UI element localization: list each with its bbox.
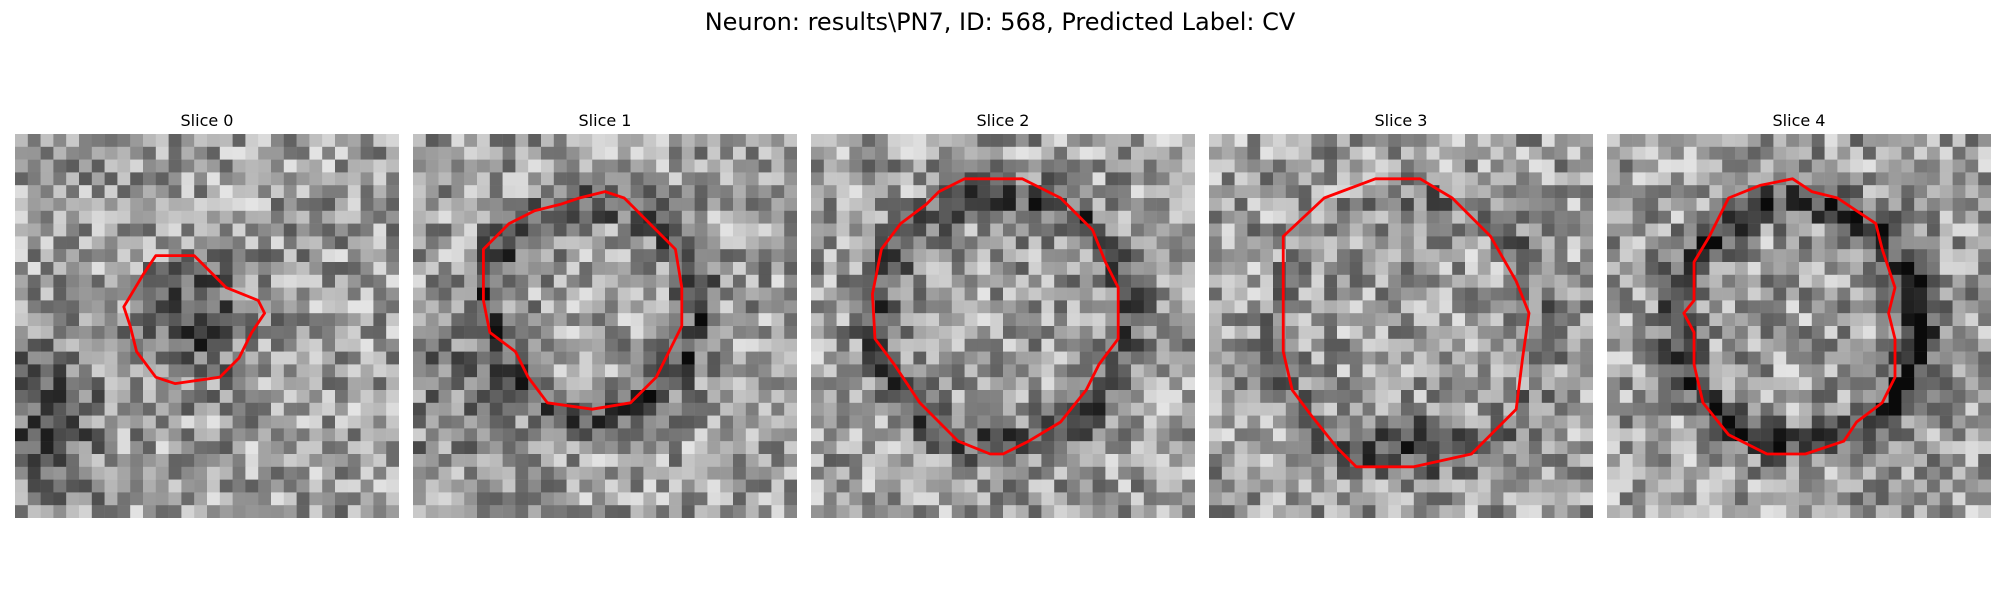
neuron-contour xyxy=(871,177,1120,456)
slice-pixels xyxy=(413,134,797,518)
slice-title: Slice 2 xyxy=(976,111,1030,130)
slice-title: Slice 0 xyxy=(180,111,234,130)
slice-panel-1: Slice 1 xyxy=(413,108,797,518)
slice-image xyxy=(413,134,797,518)
slice-panel-4: Slice 4 xyxy=(1607,108,1991,518)
slice-panel-3: Slice 3 xyxy=(1209,108,1593,518)
neuron-contour xyxy=(481,190,684,411)
slice-image xyxy=(811,134,1195,518)
slice-pixels xyxy=(1209,134,1593,518)
slice-pixels xyxy=(811,134,1195,518)
slice-panel-2: Slice 2 xyxy=(811,108,1195,518)
slice-title: Slice 3 xyxy=(1374,111,1428,130)
slice-title: Slice 4 xyxy=(1772,111,1826,130)
slice-image xyxy=(1607,134,1991,518)
slice-pixels xyxy=(15,134,399,518)
neuron-contour xyxy=(1682,177,1897,456)
slice-panel-0: Slice 0 xyxy=(15,108,399,518)
slice-image xyxy=(15,134,399,518)
neuron-contour xyxy=(122,254,267,386)
slice-image xyxy=(1209,134,1593,518)
figure-title: Neuron: results\PN7, ID: 568, Predicted … xyxy=(704,8,1296,36)
slice-pixels xyxy=(1607,134,1991,518)
slice-title: Slice 1 xyxy=(578,111,632,130)
neuron-contour xyxy=(1281,177,1531,469)
